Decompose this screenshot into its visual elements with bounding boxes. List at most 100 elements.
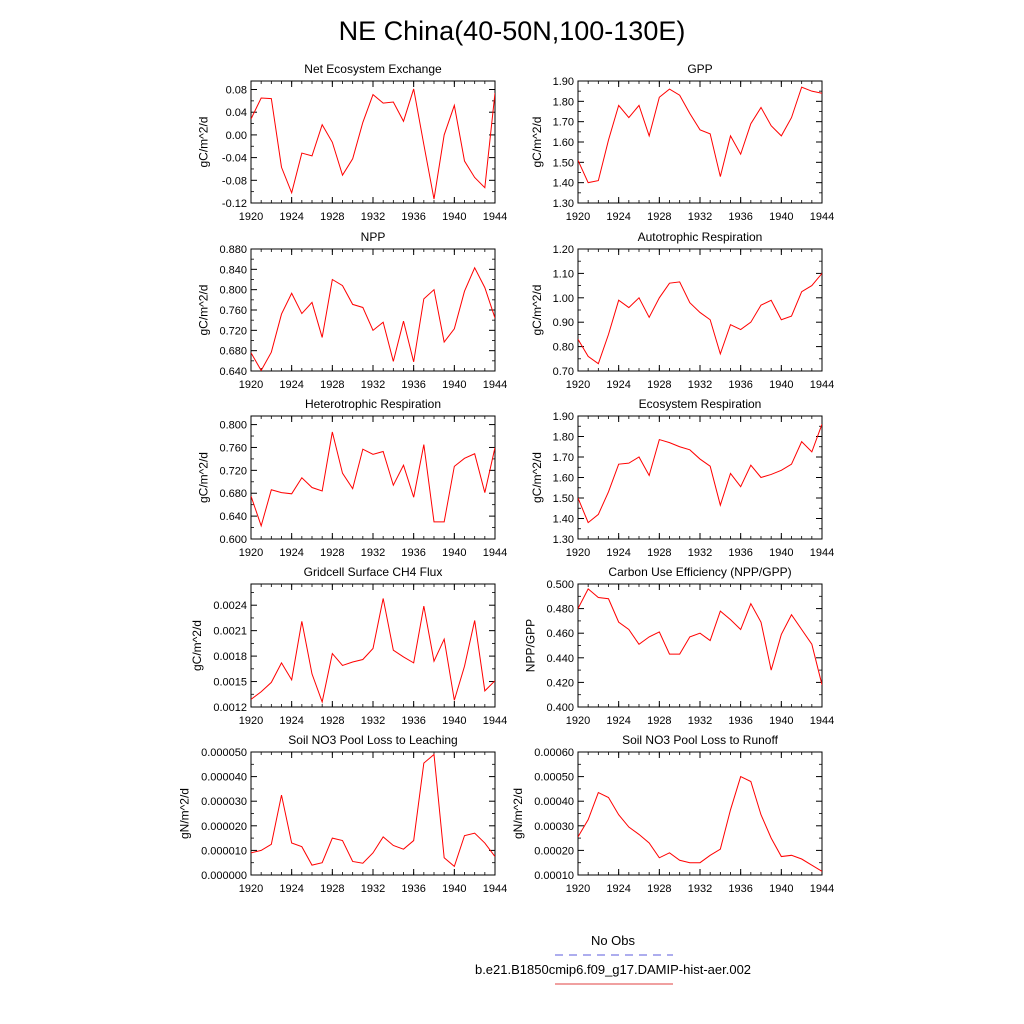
x-tick-label: 1920 — [239, 547, 263, 559]
x-tick-label: 1944 — [810, 379, 834, 391]
panel-soil-no3-pool-loss-to-leaching: Soil NO3 Pool Loss to Leaching 1920 1924 19… — [178, 733, 508, 895]
plot-frame-npp — [250, 248, 496, 372]
x-tick-label: 1944 — [810, 211, 834, 223]
y-tick-label: 0.00040 — [534, 796, 574, 808]
x-tick-label: 1924 — [606, 715, 630, 727]
y-tick-label: 1.80 — [553, 432, 574, 444]
y-tick-label: 0.640 — [219, 366, 247, 378]
series-line-heterotrophic-respiration — [251, 431, 495, 528]
y-tick-label: 0.420 — [546, 677, 574, 689]
y-tick-label: 0.00020 — [534, 845, 574, 857]
x-tick-label: 1932 — [361, 547, 385, 559]
y-tick-label: 0.000010 — [201, 845, 247, 857]
y-tick-label: 0.70 — [553, 366, 574, 378]
x-tick-label: 1944 — [483, 211, 507, 223]
x-tick-label: 1928 — [320, 379, 344, 391]
x-tick-label: 1920 — [566, 883, 590, 895]
figure-title: NE China(40-50N,100-130E) — [339, 16, 686, 46]
x-tick-label: 1940 — [442, 211, 466, 223]
x-tick-label: 1944 — [810, 715, 834, 727]
x-tick-label: 1924 — [606, 211, 630, 223]
panel-title-npp: NPP — [361, 230, 386, 244]
y-tick-label: 1.60 — [553, 137, 574, 149]
x-tick-label: 1944 — [810, 883, 834, 895]
y-tick-label: 0.000000 — [201, 870, 247, 882]
series-line-gridcell-surface-ch4-flux — [251, 598, 495, 704]
panel-net-ecosystem-exchange: Net Ecosystem Exchange 1920 1924 1928 1932 19… — [197, 62, 508, 223]
x-tick-label: 1924 — [606, 379, 630, 391]
x-tick-label: 1940 — [769, 211, 793, 223]
panel-carbon-use-efficiency-npp-gpp: Carbon Use Efficiency (NPP/GPP) 1920 1924 1… — [524, 565, 835, 727]
x-tick-label: 1928 — [647, 211, 671, 223]
x-tick-label: 1924 — [279, 883, 303, 895]
x-tick-label: 1936 — [728, 883, 752, 895]
x-tick-label: 1928 — [320, 883, 344, 895]
series-line-ecosystem-respiration — [578, 424, 822, 524]
y-axis-label-net-ecosystem-exchange: gC/m^2/d — [197, 117, 211, 168]
chart-panels: Net Ecosystem Exchange 1920 1924 1928 1932 19… — [178, 62, 835, 895]
panel-soil-no3-pool-loss-to-runoff: Soil NO3 Pool Loss to Runoff 1920 1924 1928… — [511, 733, 834, 895]
x-tick-label: 1940 — [442, 883, 466, 895]
panel-title-net-ecosystem-exchange: Net Ecosystem Exchange — [304, 62, 442, 76]
x-tick-label: 1920 — [239, 883, 263, 895]
x-tick-label: 1932 — [688, 883, 712, 895]
series-line-gpp — [578, 86, 822, 184]
y-tick-label: 1.90 — [553, 411, 574, 423]
x-tick-label: 1924 — [279, 379, 303, 391]
x-tick-label: 1920 — [566, 715, 590, 727]
y-tick-label: 1.30 — [553, 534, 574, 546]
y-tick-label: 0.600 — [219, 534, 247, 546]
y-tick-label: 0.000050 — [201, 747, 247, 759]
panel-heterotrophic-respiration: Heterotrophic Respiration 1920 1924 1928 193… — [197, 397, 508, 559]
y-axis-label-soil-no3-pool-loss-to-leaching: gN/m^2/d — [178, 788, 192, 839]
y-tick-label: 0.08 — [226, 85, 247, 97]
y-tick-label: 0.00060 — [534, 747, 574, 759]
y-tick-label: 0.000030 — [201, 796, 247, 808]
y-tick-label: 1.40 — [553, 178, 574, 190]
x-tick-label: 1924 — [279, 547, 303, 559]
y-axis-label-npp: gC/m^2/d — [197, 285, 211, 336]
x-tick-label: 1936 — [401, 715, 425, 727]
series-line-net-ecosystem-exchange — [251, 88, 495, 200]
x-tick-label: 1940 — [769, 883, 793, 895]
y-tick-label: 1.70 — [553, 452, 574, 464]
x-tick-label: 1940 — [442, 715, 466, 727]
panel-npp: NPP 1920 1924 1928 1932 1936 1940 1944 0.640 0.68… — [197, 230, 508, 391]
y-axis-label-carbon-use-efficiency-npp-gpp: NPP/GPP — [524, 619, 538, 672]
y-tick-label: -0.08 — [222, 175, 247, 187]
panel-title-heterotrophic-respiration: Heterotrophic Respiration — [305, 397, 441, 411]
y-tick-label: 0.460 — [546, 628, 574, 640]
x-tick-label: 1928 — [320, 547, 344, 559]
x-tick-label: 1932 — [688, 379, 712, 391]
plot-frame-carbon-use-efficiency-npp-gpp — [577, 583, 823, 708]
y-tick-label: 1.10 — [553, 268, 574, 280]
x-tick-label: 1932 — [688, 715, 712, 727]
y-tick-label: 0.90 — [553, 317, 574, 329]
x-tick-label: 1936 — [728, 547, 752, 559]
x-tick-label: 1924 — [606, 547, 630, 559]
panel-autotrophic-respiration: Autotrophic Respiration 1920 1924 1928 1932 1… — [530, 230, 834, 391]
panel-gridcell-surface-ch4-flux: Gridcell Surface CH4 Flux 1920 1924 1928 193… — [190, 565, 507, 727]
y-tick-label: 0.800 — [219, 420, 247, 432]
panel-title-autotrophic-respiration: Autotrophic Respiration — [638, 230, 763, 244]
y-tick-label: 0.0021 — [213, 626, 247, 638]
x-tick-label: 1940 — [442, 379, 466, 391]
y-tick-label: 0.00010 — [534, 870, 574, 882]
y-tick-label: 1.00 — [553, 293, 574, 305]
x-tick-label: 1920 — [566, 379, 590, 391]
legend: No Obs b.e21.B1850cmip6.f09_g17.DAMIP-hi… — [475, 933, 751, 985]
x-tick-label: 1924 — [279, 715, 303, 727]
panel-title-gridcell-surface-ch4-flux: Gridcell Surface CH4 Flux — [304, 565, 443, 579]
y-tick-label: 0.440 — [546, 653, 574, 665]
x-tick-label: 1944 — [483, 547, 507, 559]
x-tick-label: 1928 — [647, 715, 671, 727]
legend-label-model-run: b.e21.B1850cmip6.f09_g17.DAMIP-hist-aer.… — [475, 962, 751, 977]
y-axis-label-gridcell-surface-ch4-flux: gC/m^2/d — [190, 620, 204, 671]
series-line-soil-no3-pool-loss-to-runoff — [578, 775, 822, 872]
y-tick-label: 0.720 — [219, 325, 247, 337]
x-tick-label: 1928 — [320, 211, 344, 223]
plot-frame-heterotrophic-respiration — [250, 415, 496, 540]
y-tick-label: 1.70 — [553, 117, 574, 129]
x-tick-label: 1936 — [728, 715, 752, 727]
legend-label-no-obs: No Obs — [591, 933, 636, 948]
